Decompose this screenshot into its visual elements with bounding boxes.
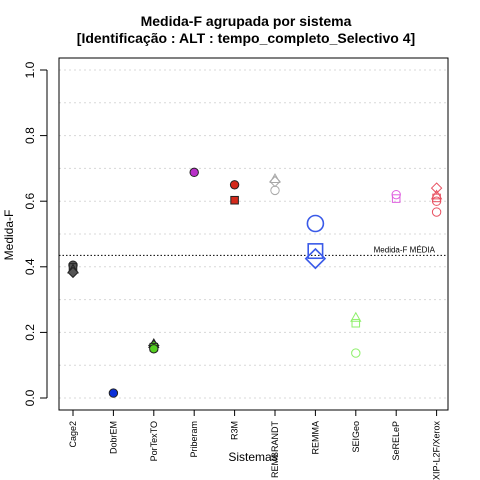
data-point <box>351 348 361 358</box>
data-point <box>270 185 280 196</box>
reference-line: Medida-F MÉDIA <box>59 245 448 256</box>
data-point <box>432 193 441 203</box>
mean-line-label: Medida-F MÉDIA <box>374 245 436 254</box>
data-point <box>431 196 442 206</box>
x-tick-label: DobrEM <box>108 421 118 454</box>
data-point <box>430 182 443 194</box>
x-tick-label: Priberam <box>189 421 199 458</box>
x-tick-label: Cage2 <box>68 421 78 448</box>
y-tick-label: 0.6 <box>23 193 37 210</box>
data-point <box>67 266 79 279</box>
x-tick-label: XIP-L2F/Xerox <box>432 421 442 480</box>
data-point <box>307 243 324 260</box>
x-axis-label: Sistemas <box>228 450 277 464</box>
y-tick-label: 0.8 <box>23 127 37 144</box>
data-point <box>269 175 281 188</box>
chart-subtitle: [Identificação : ALT : tempo_completo_Se… <box>77 30 415 46</box>
x-tick-label: REMMA <box>310 421 320 455</box>
x-tick-label: REMBRANDT <box>270 421 280 479</box>
x-tick-label: R3M <box>230 421 240 440</box>
data-point <box>304 247 327 270</box>
x-tick-label: SeRELeP <box>391 421 401 461</box>
data-point <box>108 388 119 398</box>
y-tick-label: 1.0 <box>23 61 37 78</box>
grid-lines <box>59 69 448 399</box>
y-axis-label: Medida-F <box>2 210 16 261</box>
y-tick-label: 0.4 <box>23 258 37 275</box>
data-point <box>149 344 159 354</box>
data-point <box>430 189 443 200</box>
y-axis: 0.0 0.2 0.4 0.6 0.8 1.0 <box>23 61 48 406</box>
x-tick-label: SEIGeo <box>351 421 361 453</box>
data-point <box>350 311 362 322</box>
data-point <box>189 167 199 178</box>
data-point <box>431 207 442 217</box>
data-point <box>269 173 281 184</box>
y-tick-label: 0.2 <box>23 324 37 341</box>
y-tick-label: 0.0 <box>23 389 37 406</box>
data-points <box>67 167 443 398</box>
x-axis: Cage2 DobrEM PorTexTO Priberam R3M REMBRANDT R… <box>68 409 442 480</box>
data-point <box>351 318 361 328</box>
data-point <box>306 214 325 233</box>
data-point <box>229 180 240 190</box>
x-tick-label: PorTexTO <box>149 421 159 461</box>
chart-title: Medida-F agrupada por sistema <box>141 13 352 29</box>
data-point <box>391 194 401 203</box>
data-point <box>230 195 239 205</box>
